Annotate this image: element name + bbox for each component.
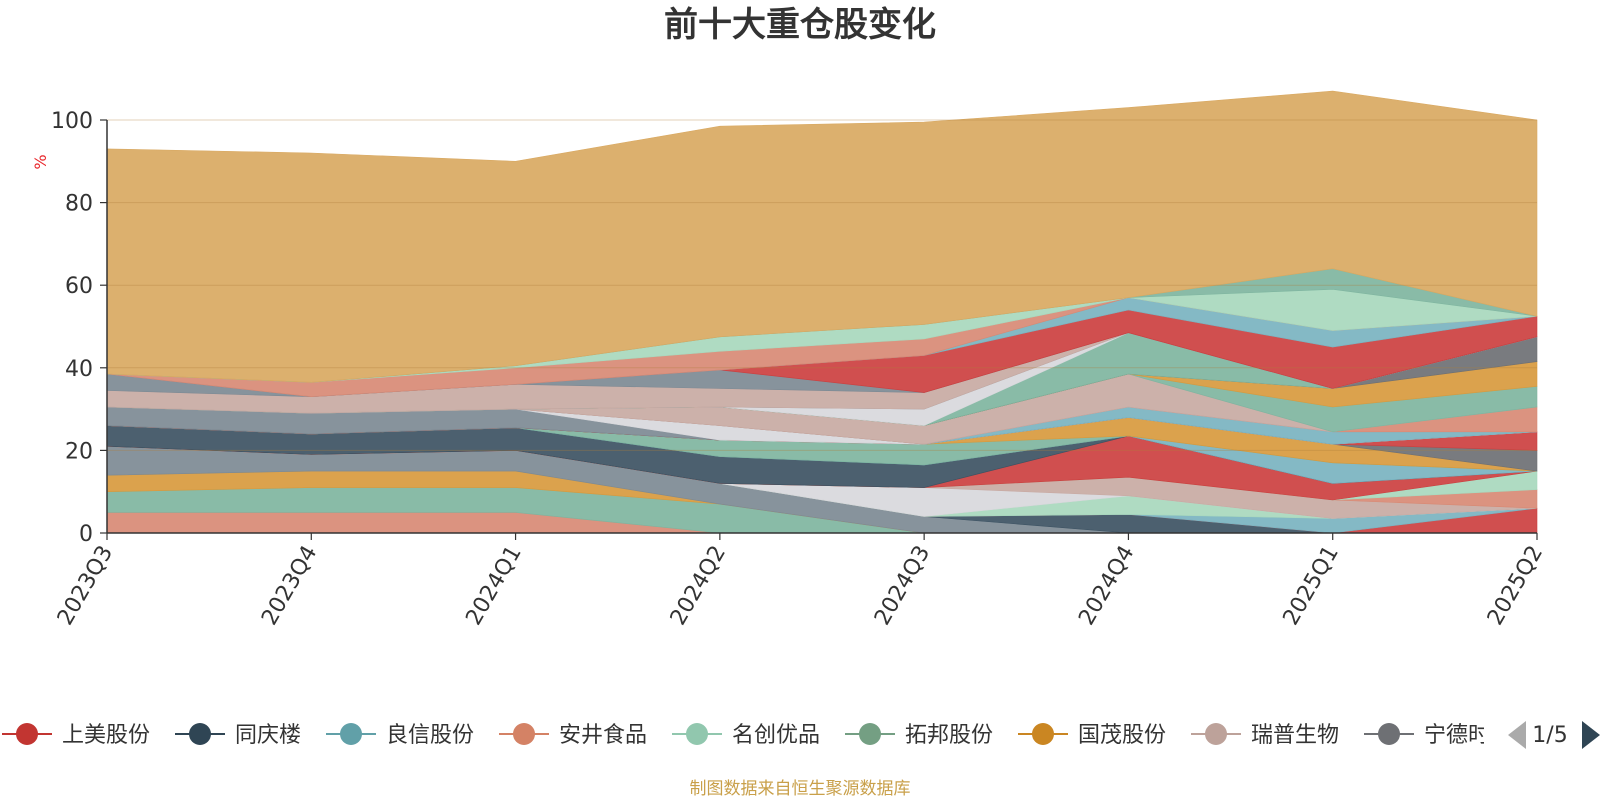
legend-items: 上美股份 同庆楼 良信股份 安井食品 名创优品 拓邦股份 国茂股份 瑞普生物 宁德时代	[2, 723, 1512, 748]
legend-marker	[1205, 723, 1227, 745]
legend-label: 拓邦股份	[905, 723, 993, 748]
legend-item[interactable]: 瑞普生物	[1191, 723, 1339, 748]
legend-label: 宁德时代	[1424, 723, 1512, 748]
legend-item[interactable]: 良信股份	[326, 723, 474, 748]
x-tick-label: 2024Q2	[666, 542, 731, 630]
legend-label: 同庆楼	[235, 723, 301, 748]
x-tick-label: 2023Q4	[257, 542, 322, 630]
legend-pager: 1/5	[1508, 721, 1600, 749]
legend-page-indicator: 1/5	[1532, 723, 1567, 748]
chart-title: 前十大重仓股变化	[664, 5, 936, 45]
legend-marker	[189, 723, 211, 745]
data-source-note: 制图数据来自恒生聚源数据库	[690, 779, 911, 799]
legend-item[interactable]: 宁德时代	[1364, 723, 1512, 748]
legend-marker	[16, 723, 38, 745]
legend: 上美股份 同庆楼 良信股份 安井食品 名创优品 拓邦股份 国茂股份 瑞普生物 宁德时代	[2, 723, 1512, 748]
legend-label: 瑞普生物	[1251, 723, 1339, 748]
x-tick-label: 2024Q3	[870, 542, 935, 630]
legend-marker	[859, 723, 881, 745]
y-tick-label: 100	[51, 109, 93, 134]
y-tick-label: 0	[79, 522, 93, 547]
legend-marker	[1032, 723, 1054, 745]
grid-lines	[107, 119, 1537, 451]
legend-label: 名创优品	[732, 723, 820, 748]
arrow-left-icon[interactable]	[1508, 721, 1526, 749]
legend-marker	[513, 723, 535, 745]
x-tick-label: 2025Q2	[1483, 542, 1548, 630]
arrow-right-icon[interactable]	[1582, 721, 1600, 749]
legend-marker	[686, 723, 708, 745]
plot-area	[106, 90, 1538, 534]
x-tick-label: 2025Q1	[1279, 542, 1344, 630]
x-tick-label: 2024Q1	[461, 542, 526, 630]
y-axis-unit: %	[31, 154, 50, 169]
legend-marker	[1378, 723, 1400, 745]
legend-label: 安井食品	[559, 723, 647, 748]
y-tick-label: 80	[65, 192, 93, 217]
y-tick-label: 60	[65, 274, 93, 299]
x-tick-label: 2024Q4	[1074, 542, 1139, 630]
y-tick-label: 40	[65, 357, 93, 382]
legend-item[interactable]: 名创优品	[672, 723, 820, 748]
legend-label: 良信股份	[386, 723, 474, 748]
legend-label: 上美股份	[62, 723, 150, 748]
legend-marker	[340, 723, 362, 745]
legend-item[interactable]: 上美股份	[2, 723, 150, 748]
legend-item[interactable]: 同庆楼	[175, 723, 301, 748]
x-tick-label: 2023Q3	[53, 542, 118, 630]
legend-label: 国茂股份	[1078, 723, 1166, 748]
legend-item[interactable]: 安井食品	[499, 723, 647, 748]
legend-item[interactable]: 拓邦股份	[845, 723, 993, 748]
area-layer-37	[106, 90, 1538, 383]
y-tick-label: 20	[65, 439, 93, 464]
legend-item[interactable]: 国茂股份	[1018, 723, 1166, 748]
